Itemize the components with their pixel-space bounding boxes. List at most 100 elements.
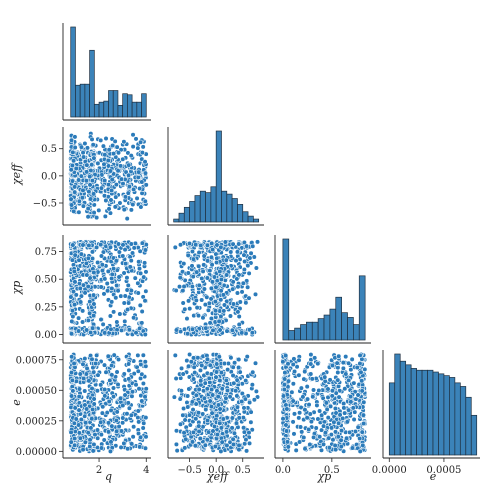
hist-bar-q [70,26,76,118]
scatter-point [318,447,325,453]
scatter-point [329,388,336,394]
scatter-point [349,356,355,363]
scatter-point [185,252,191,258]
scatter-point [109,187,115,194]
scatter-point [182,417,188,423]
scatter-point [328,425,335,431]
scatter-point [121,300,127,306]
scatter-point [340,365,346,372]
scatter-point [102,393,108,399]
scatter-point [218,288,224,294]
scatter-point [195,355,201,361]
hist-bar-q [89,49,95,118]
scatter-point [180,288,186,294]
x-tick-label: 0.5 [324,465,340,476]
scatter-point [105,429,112,435]
scatter-point [92,432,98,438]
scatter-point [137,325,143,331]
scatter-point [105,182,112,188]
scatter-q-vs-e [62,350,151,459]
scatter-point [241,252,247,258]
y-axis-label: χp [10,281,23,296]
scatter-point [81,154,87,160]
scatter-chi_eff-vs-chi_p [167,235,264,344]
scatter-point [106,206,112,212]
scatter-point [309,376,315,382]
scatter-point [72,144,78,151]
scatter-point [324,406,330,413]
scatter-point [104,409,110,416]
scatter-point [329,393,335,399]
y-tick-label: 0.00000 [16,447,57,458]
scatter-point [82,439,88,445]
scatter-point [236,447,242,453]
x-tick-label: 0.0005 [426,465,461,476]
scatter-point [133,382,139,388]
hist-bar-e [399,360,407,456]
scatter-point [143,386,149,392]
scatter-point [101,291,107,297]
scatter-point [212,443,218,450]
scatter-point [69,178,76,184]
scatter-point [89,255,96,262]
scatter-point [360,412,367,418]
scatter-point [96,207,102,214]
scatter-point [223,257,229,263]
scatter-point [84,365,90,372]
scatter-point [319,412,325,418]
scatter-point [200,411,206,417]
scatter-point [103,135,109,142]
scatter-point [87,174,93,180]
scatter-point [135,145,141,151]
scatter-point [296,415,302,421]
scatter-point [122,392,128,398]
scatter-point [125,190,131,196]
scatter-point [88,167,94,174]
scatter-point [338,444,344,450]
scatter-point [136,419,142,425]
scatter-point [75,315,82,321]
scatter-point [326,445,333,451]
scatter-point [216,354,222,360]
scatter-point [124,215,130,222]
scatter-point [98,445,105,451]
scatter-point [236,356,242,363]
scatter-point [343,371,349,377]
scatter-point [283,422,289,428]
hist-bar-q [131,101,138,118]
scatter-point [98,419,104,425]
scatter-point [69,377,75,383]
scatter-point [98,137,104,143]
scatter-point [86,242,92,249]
scatter-point [88,329,94,336]
scatter-point [95,160,101,166]
hist-bar-chi_eff [221,190,228,223]
scatter-point [241,425,247,431]
scatter-point [315,360,321,367]
scatter-point [225,367,231,373]
scatter-point [340,415,346,422]
hist-bar-chi_eff [173,218,180,223]
scatter-point [307,441,313,448]
scatter-point [350,405,356,411]
scatter-point [342,386,348,392]
scatter-point [314,402,320,408]
scatter-point [88,425,94,431]
scatter-point [236,241,242,247]
scatter-point [128,288,134,294]
scatter-point [320,423,327,429]
scatter-point [122,247,128,253]
scatter-point [87,310,93,316]
hist-bar-chi_p [282,238,290,341]
scatter-point [304,415,310,421]
scatter-point [236,313,242,320]
scatter-point [190,274,196,280]
scatter-point [189,263,195,269]
scatter-point [78,173,84,179]
scatter-point [110,394,117,400]
scatter-point [285,361,291,367]
scatter-point [100,404,106,410]
scatter-point [195,410,202,416]
scatter-point [130,144,136,150]
scatter-point [208,296,214,302]
